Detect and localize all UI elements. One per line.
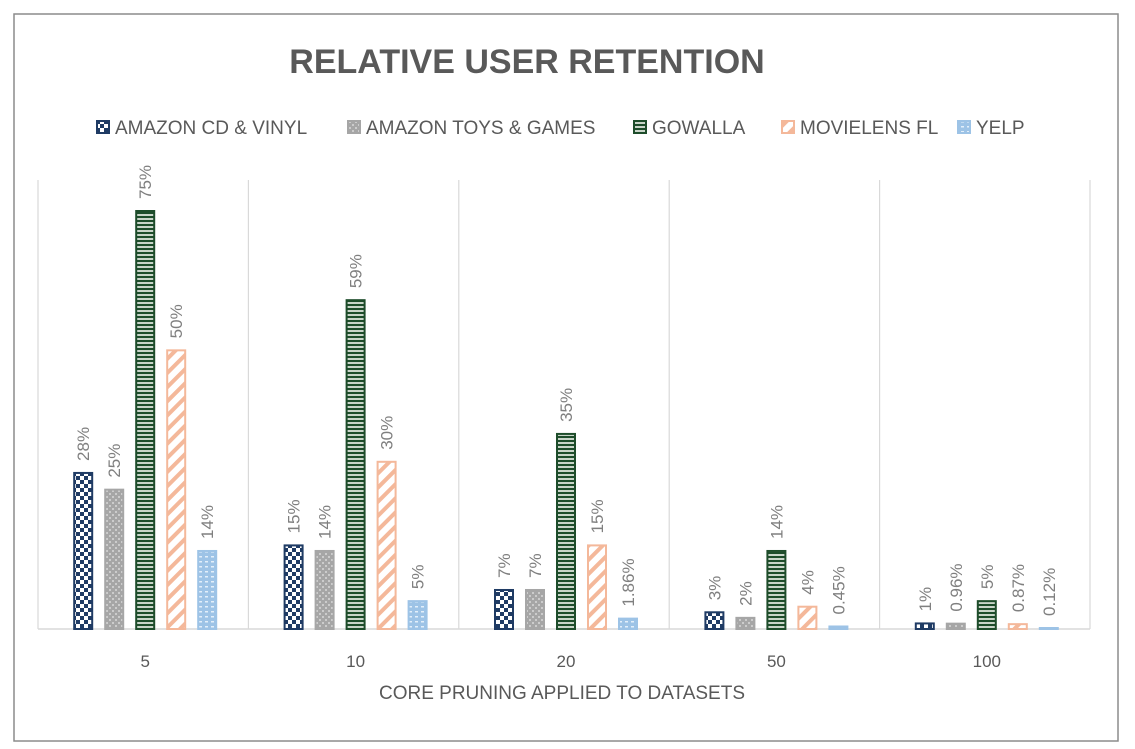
data-label: 50%: [167, 304, 186, 338]
data-label: 15%: [588, 499, 607, 533]
legend-swatch: [957, 120, 971, 134]
data-label: 14%: [198, 505, 217, 539]
legend-swatch: [781, 120, 795, 134]
bar: [797, 605, 818, 630]
x-axis-label: CORE PRUNING APPLIED TO DATASETS: [379, 683, 745, 704]
bar: [197, 549, 218, 630]
x-tick-label: 10: [346, 652, 365, 671]
chart-title: RELATIVE USER RETENTION: [289, 43, 764, 81]
bar: [345, 299, 366, 630]
x-tick-label: 5: [140, 652, 149, 671]
legend-item: MOVIELENS FL: [781, 118, 938, 139]
legend-item: AMAZON CD & VINYL: [96, 118, 307, 139]
bar: [704, 611, 725, 631]
x-tick-label: 20: [557, 652, 576, 671]
legend: AMAZON CD & VINYL AMAZON TOYS & GAMES GOWA…: [96, 118, 1025, 139]
x-ticks: 5 10 20 50 100: [140, 652, 1001, 671]
bar: [525, 588, 545, 631]
data-label: 15%: [285, 499, 304, 533]
bar: [73, 471, 94, 630]
data-label: 14%: [767, 505, 786, 539]
bar: [283, 544, 304, 631]
legend-label: YELP: [976, 118, 1025, 139]
bar: [766, 549, 787, 630]
data-label: 1%: [916, 587, 935, 612]
data-label: 25%: [105, 444, 124, 478]
data-label: 7%: [526, 553, 545, 578]
legend-label: GOWALLA: [652, 118, 746, 139]
data-label: 59%: [347, 254, 366, 288]
bar: [945, 622, 966, 630]
bar: [314, 549, 335, 630]
data-label: 2%: [736, 581, 755, 606]
bar: [556, 432, 576, 630]
data-label: 7%: [495, 553, 514, 578]
bar: [166, 349, 187, 630]
legend-swatch: [633, 120, 647, 134]
data-label: 5%: [978, 565, 997, 590]
data-label: 1.86%: [619, 558, 638, 606]
data-label: 35%: [557, 388, 576, 422]
bar: [1007, 623, 1028, 630]
legend-item: GOWALLA: [633, 118, 746, 139]
bar: [135, 210, 156, 630]
bar: [587, 544, 607, 631]
legend-swatch: [96, 120, 110, 134]
bar: [407, 600, 428, 631]
x-tick-label: 100: [973, 652, 1001, 671]
bar: [735, 616, 756, 630]
data-label: 4%: [798, 570, 817, 595]
bar: [976, 600, 997, 631]
data-label: 0.45%: [829, 566, 848, 614]
legend-label: MOVIELENS FL: [800, 118, 938, 139]
bar: [376, 460, 397, 630]
data-label: 28%: [74, 427, 93, 461]
bar: [104, 488, 125, 630]
data-label: 0.12%: [1040, 568, 1059, 616]
bar: [494, 588, 514, 631]
legend-item: YELP: [957, 118, 1025, 139]
x-tick-label: 50: [767, 652, 786, 671]
data-label: 30%: [378, 416, 397, 450]
data-label: 14%: [316, 505, 335, 539]
legend-label: AMAZON TOYS & GAMES: [366, 118, 595, 139]
bar: [1038, 627, 1059, 630]
bar: [828, 625, 849, 631]
data-label: 0.87%: [1009, 564, 1028, 612]
data-label: 5%: [409, 565, 428, 590]
bar: [618, 617, 638, 631]
data-label: 3%: [705, 576, 724, 601]
data-label: 0.96%: [947, 563, 966, 611]
data-label: 75%: [136, 165, 155, 199]
bar: [914, 622, 935, 631]
legend-swatch: [347, 120, 361, 134]
legend-item: AMAZON TOYS & GAMES: [347, 118, 595, 139]
bars: 28% 25% 75% 50% 14% 15% 14% 59% 30% 5% 7% 7% 35% 15% 1…: [73, 165, 1059, 631]
legend-label: AMAZON CD & VINYL: [115, 118, 307, 139]
